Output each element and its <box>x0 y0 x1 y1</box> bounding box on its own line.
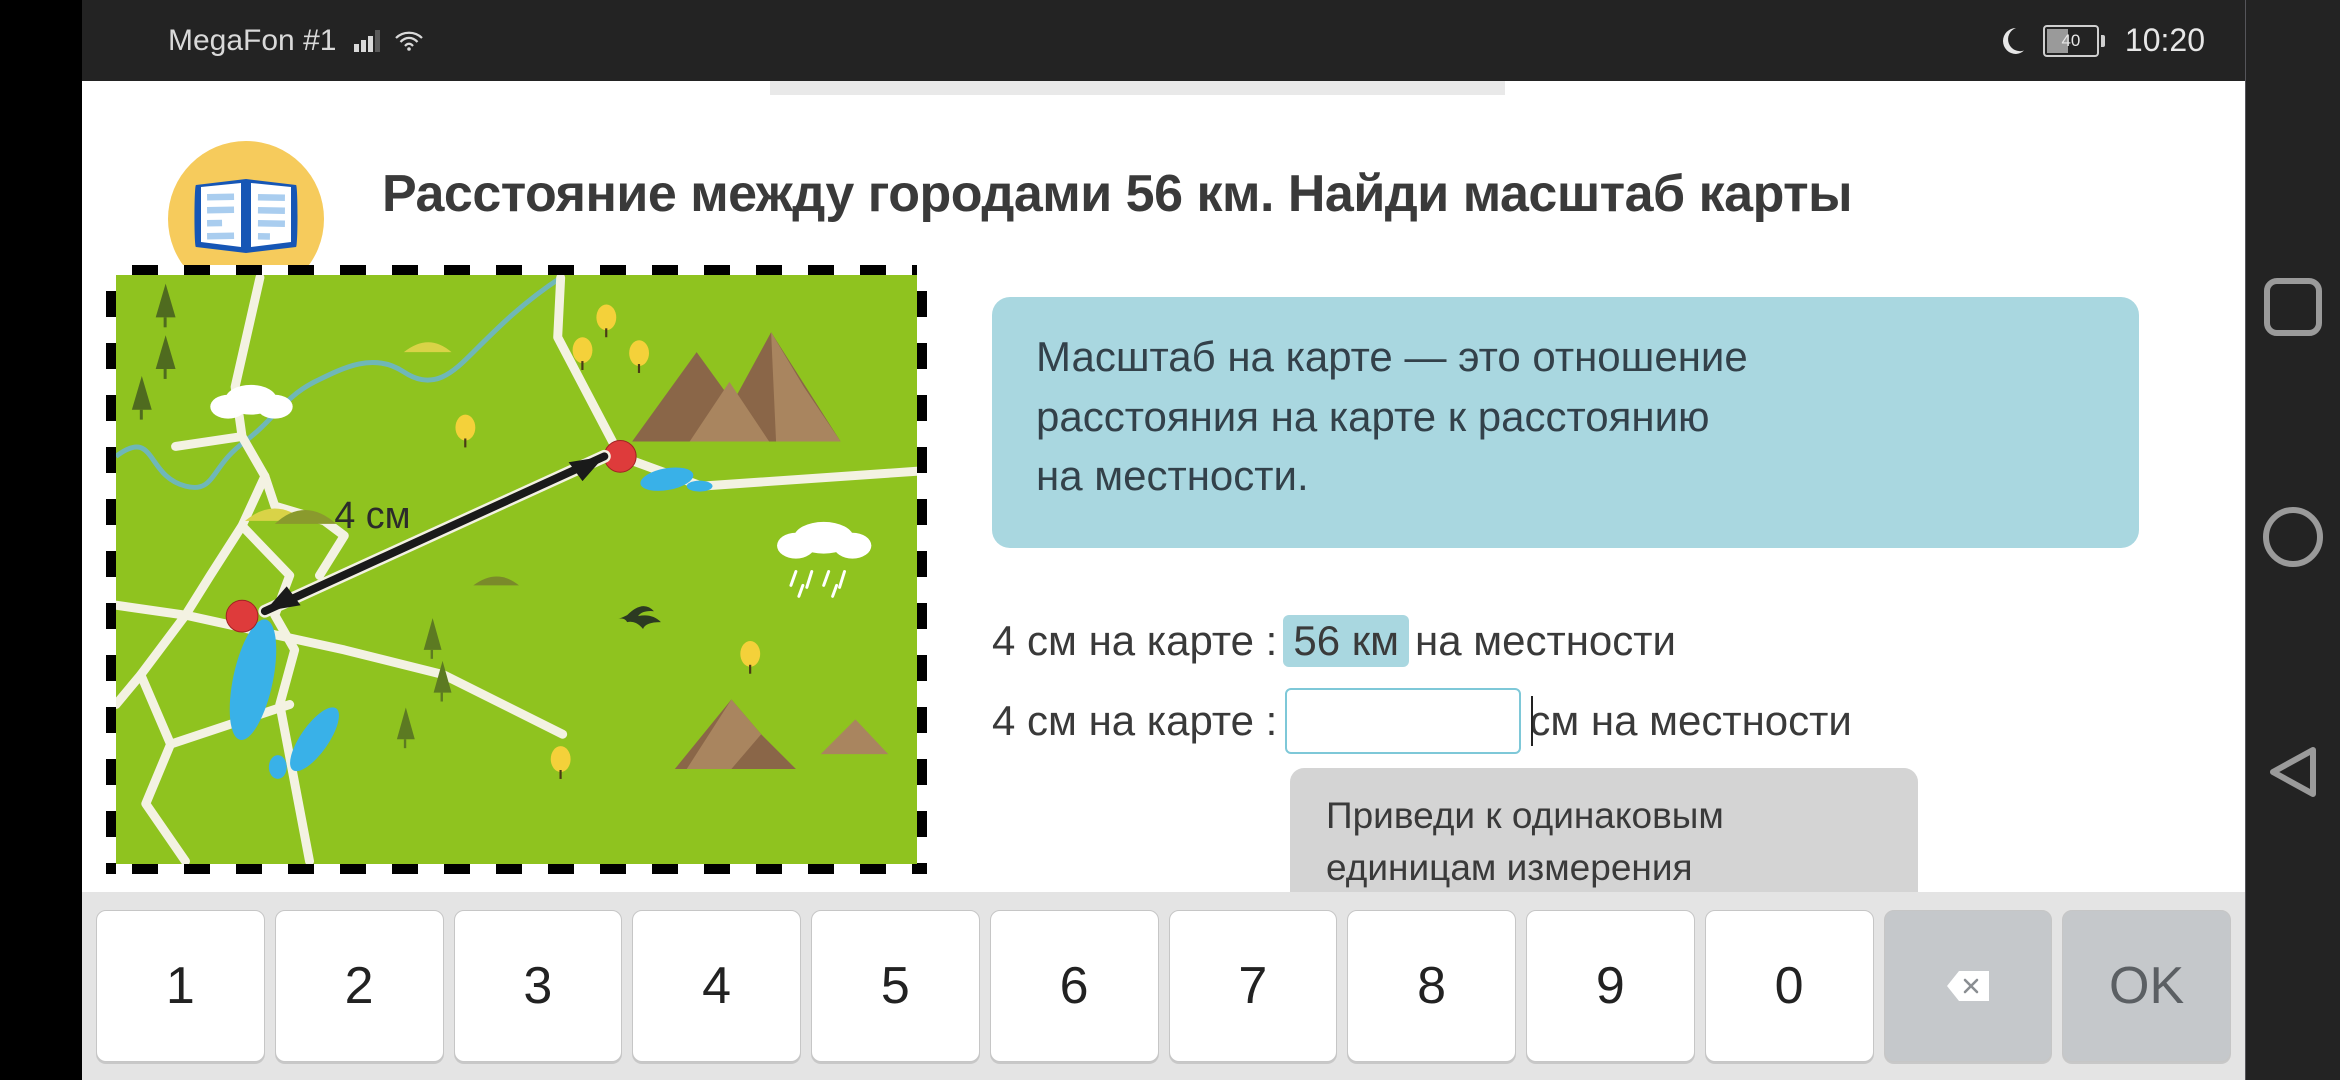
svg-text:4 см: 4 см <box>334 494 410 536</box>
